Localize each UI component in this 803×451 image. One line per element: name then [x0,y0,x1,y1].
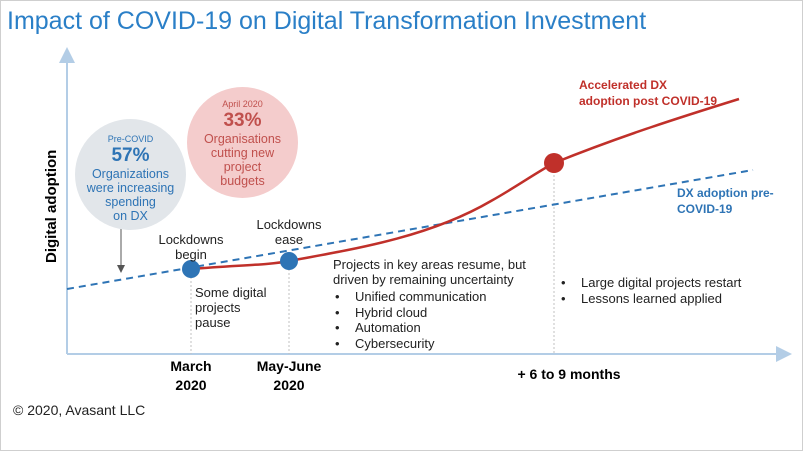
series-label-pre-covid: DX adoption pre- COVID-19 [677,185,774,217]
list-item: Hybrid cloud [333,305,487,321]
event-line: Lockdowns [256,217,322,232]
list-item: Cybersecurity [333,336,487,352]
x-tick-line: 2020 [175,377,207,393]
x-tick-6-9-months: + 6 to 9 months [499,365,639,384]
note-some-digital-projects: Some digital projects pause [195,285,267,330]
x-tick-line: 2020 [273,377,305,393]
y-axis-label: Digital adoption [43,149,60,263]
x-tick-line: March [170,358,212,374]
event-line: begin [175,247,207,262]
pre-covid-callout-line: spending [105,194,156,209]
event-line: Lockdowns [158,232,224,247]
series-accelerated-line [190,97,740,271]
copyright: © 2020, Avasant LLC [13,402,146,418]
april-2020-callout-line: project [223,159,262,174]
pre-covid-callout-line: Organizations [91,166,170,181]
series-label-line: COVID-19 [677,202,733,216]
event-lockdowns-ease: Lockdowns ease [245,217,333,247]
pre-covid-callout-value: 57% [111,144,150,166]
series-pre-covid-line [66,169,754,290]
april-2020-callout-value: 33% [223,109,262,131]
pre-covid-callout-line: on DX [113,208,148,223]
x-tick-line: May-June [256,358,322,374]
list-item: Automation [333,320,487,336]
event-line: ease [274,232,304,247]
x-tick-march-2020: March 2020 [151,357,231,395]
series-label-accelerated: Accelerated DX adoption post COVID-19 [579,77,717,109]
series-label-line: Accelerated DX [579,78,668,92]
resume-bullet-list: Unified communication Hybrid cloud Autom… [333,289,487,351]
note-line: Projects in key areas resume, but [333,257,526,272]
point-may-june-2020 [280,252,298,270]
page-title: Impact of COVID-19 on Digital Transforma… [7,7,647,35]
note-line: driven by remaining uncertainty [333,272,514,287]
x-tick-may-june-2020: May-June 2020 [244,357,334,395]
april-2020-callout-top: April 2020 [222,98,263,109]
list-item: Unified communication [333,289,487,305]
pre-covid-callout-top: Pre-COVID [107,133,154,144]
series-label-line: adoption post COVID-19 [579,94,717,108]
note-projects-resume: Projects in key areas resume, but driven… [333,257,526,287]
point-6-9-months [544,153,564,173]
april-2020-callout: April 2020 33% Organisations cutting new… [187,87,298,198]
pre-covid-callout: Pre-COVID 57% Organizations were increas… [75,119,186,230]
pre-covid-callout-line: were increasing [86,180,175,195]
april-2020-callout-line: cutting new [210,145,275,160]
list-item: Large digital projects restart [559,275,741,291]
list-item: Lessons learned applied [559,291,741,307]
point-march-2020 [182,260,200,278]
x-tick-line: + 6 to 9 months [517,366,621,382]
april-2020-callout-line: Organisations [203,131,282,146]
series-label-line: DX adoption pre- [677,186,774,200]
event-lockdowns-begin: Lockdowns begin [147,232,235,262]
april-2020-callout-line: budgets [220,173,265,188]
restart-bullet-list: Large digital projects restart Lessons l… [559,275,741,306]
note-line: pause [195,315,231,330]
note-line: Some digital [195,285,267,300]
note-line: projects [195,300,241,315]
